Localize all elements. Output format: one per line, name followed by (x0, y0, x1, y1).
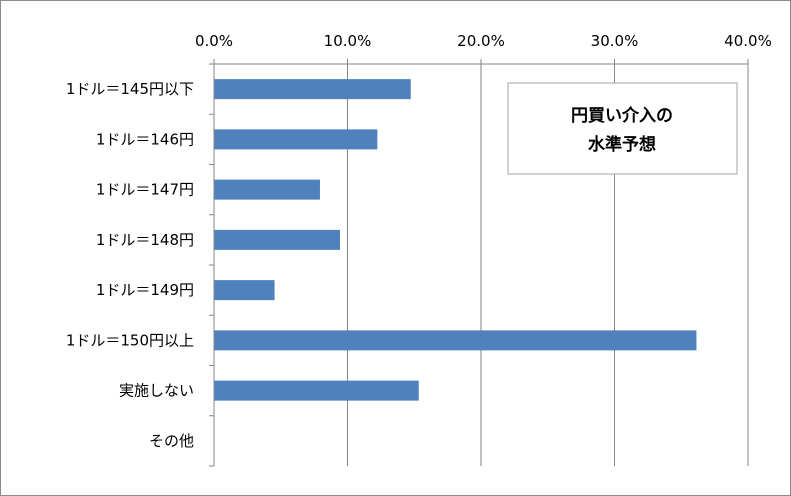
bar-6 (214, 380, 419, 401)
bar-0 (214, 79, 411, 100)
category-label-2: 1ドル＝147円 (96, 181, 194, 199)
x-tick-label-2: 20.0% (457, 32, 505, 50)
category-label-0: 1ドル＝145円以下 (66, 80, 194, 98)
axis-layer (209, 59, 749, 467)
bar-layer (214, 79, 697, 401)
x-tick-label-4: 40.0% (724, 32, 772, 50)
bar-2 (214, 179, 320, 200)
x-tick-label-1: 10.0% (324, 32, 372, 50)
category-label-1: 1ドル＝146円 (96, 130, 194, 148)
category-label-3: 1ドル＝148円 (96, 231, 194, 249)
category-label-7: その他 (149, 432, 194, 450)
title-box: 円買い介入の 水準予想 (507, 82, 738, 175)
bar-1 (214, 129, 378, 150)
chart-title-line-1: 円買い介入の (571, 105, 673, 126)
category-label-6: 実施しない (119, 382, 194, 400)
title-box-border (507, 82, 738, 175)
category-label-5: 1ドル＝150円以上 (66, 331, 194, 349)
x-tick-label-3: 30.0% (591, 32, 639, 50)
bar-3 (214, 229, 340, 250)
label-layer: 0.0% 10.0% 20.0% 30.0% 40.0% 1ドル＝145円以下 1ドル＝14… (66, 32, 772, 450)
bar-5 (214, 330, 697, 351)
category-label-4: 1ドル＝149円 (96, 281, 194, 299)
bar-4 (214, 280, 275, 301)
chart-title-line-2: 水準予想 (588, 134, 656, 155)
x-tick-label-0: 0.0% (195, 32, 233, 50)
